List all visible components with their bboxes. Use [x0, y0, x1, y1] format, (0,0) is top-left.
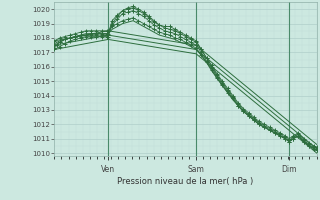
X-axis label: Pression niveau de la mer( hPa ): Pression niveau de la mer( hPa ) — [117, 177, 254, 186]
